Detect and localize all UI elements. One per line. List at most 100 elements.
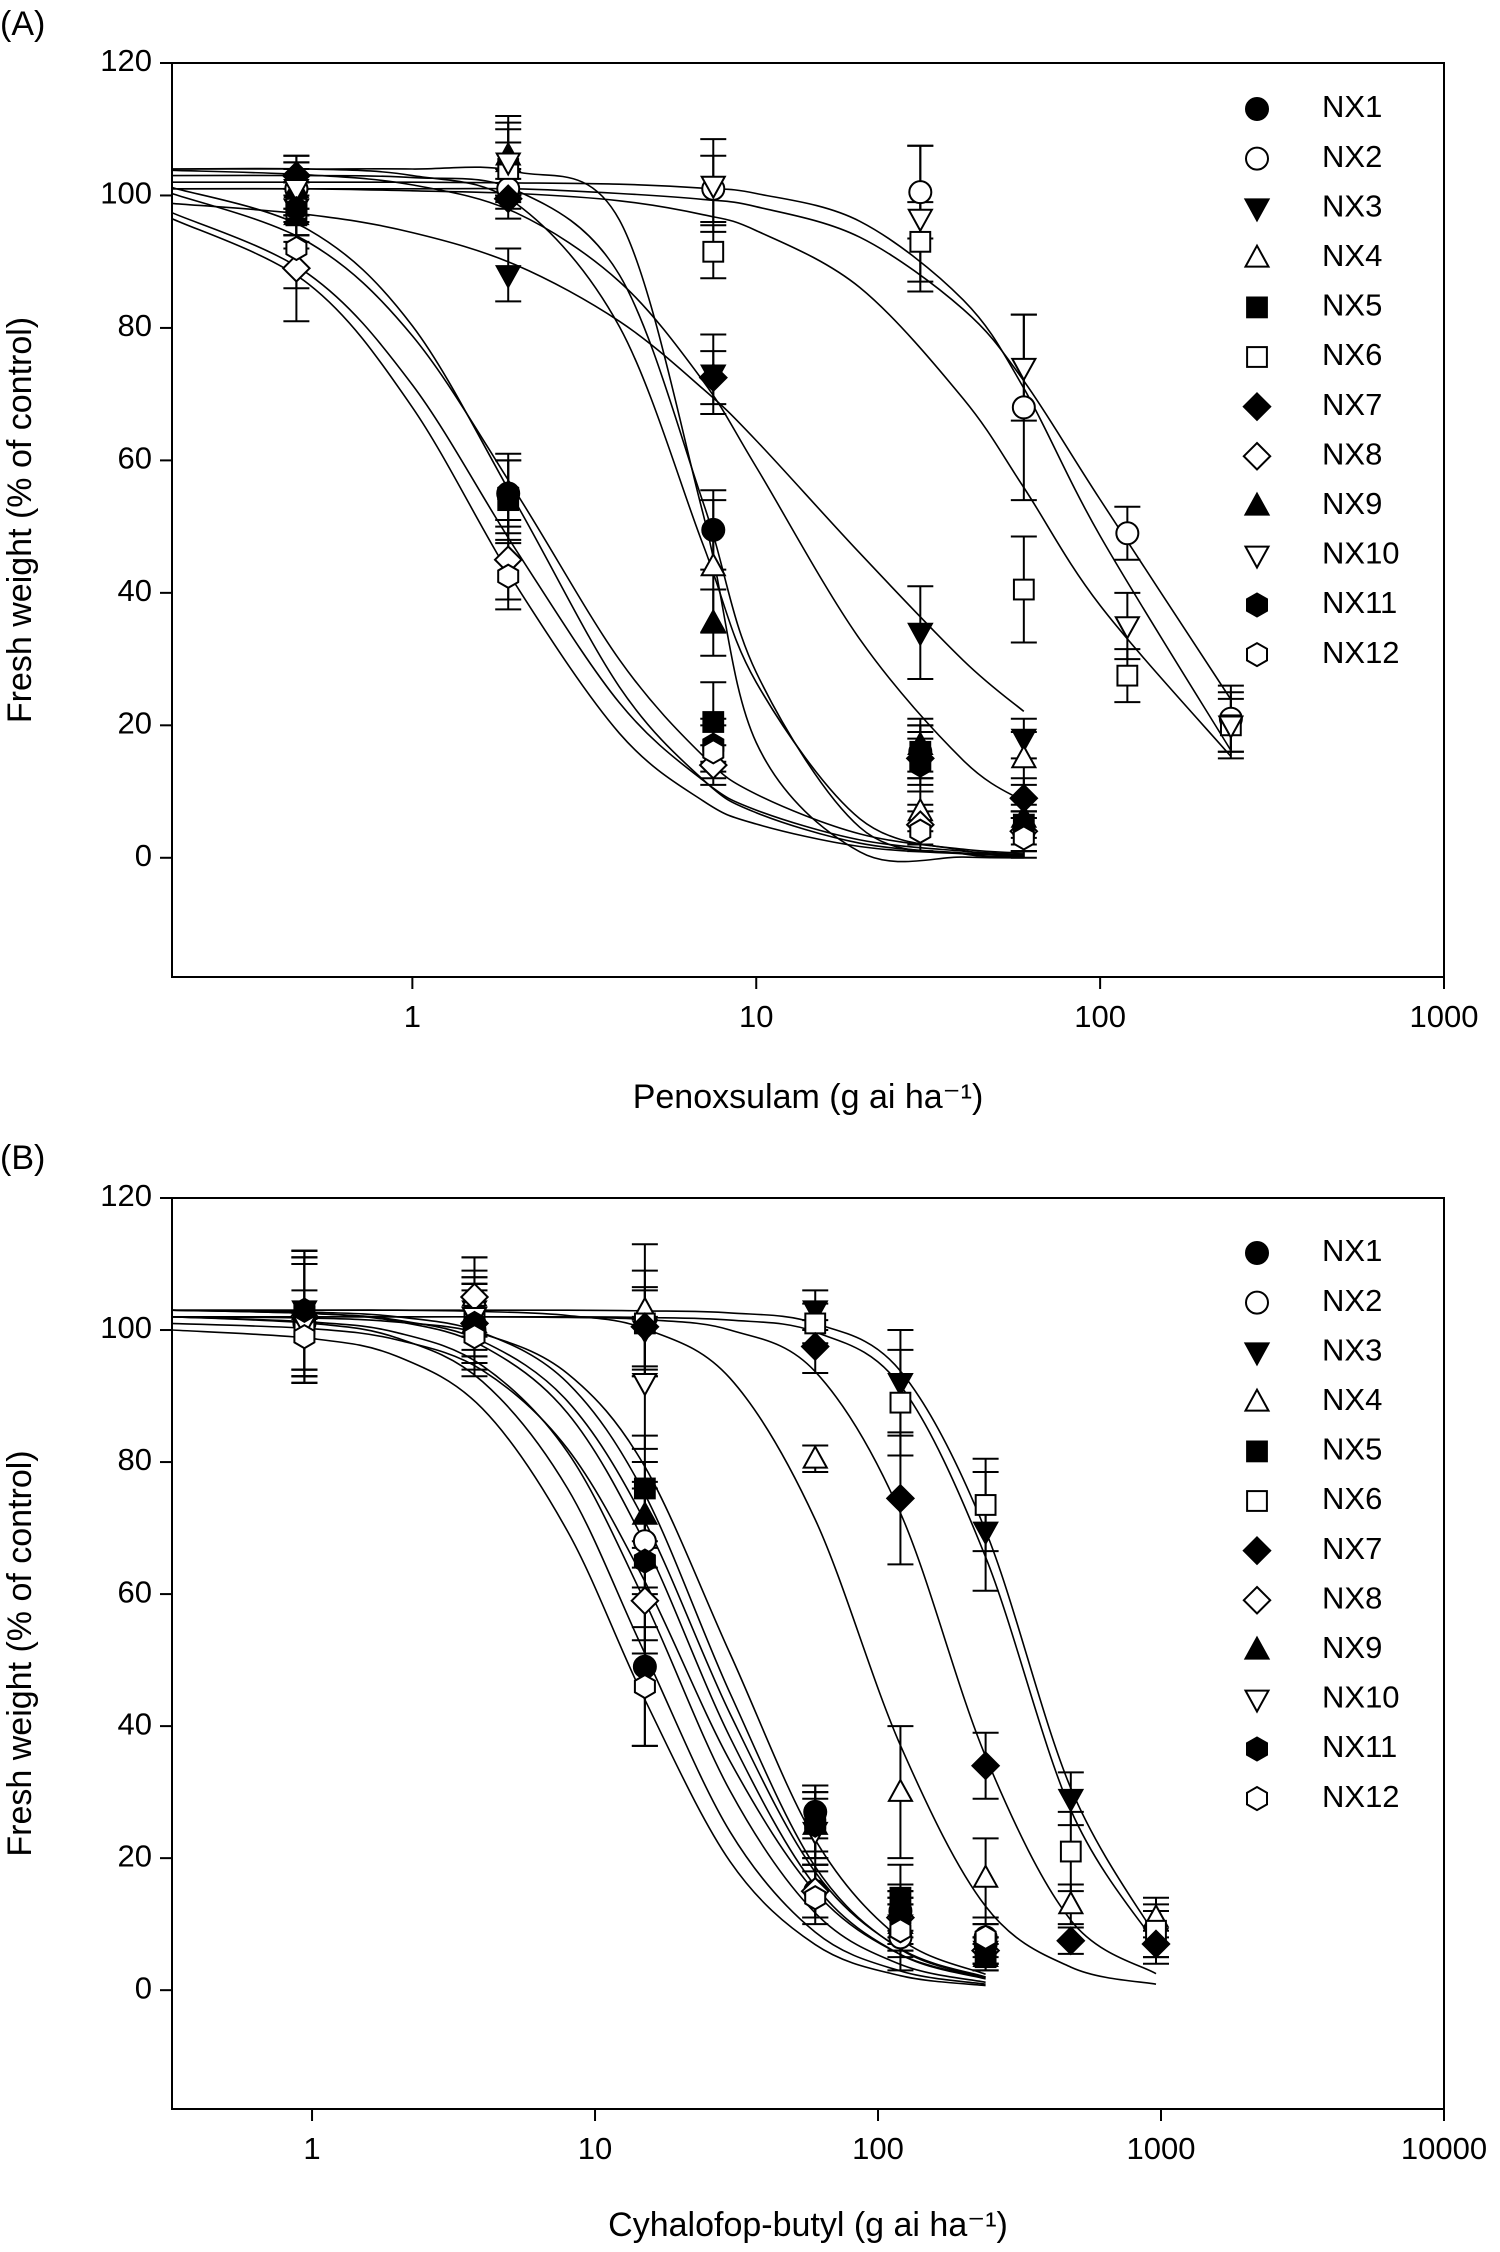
data-point (493, 184, 523, 214)
legend-label: NX6 (1322, 1481, 1382, 1516)
x-axis-title: Penoxsulam (g ai ha⁻¹) (633, 1078, 984, 1116)
x-tick-label: 1000 (1410, 999, 1479, 1034)
fit-curve (171, 1316, 986, 1976)
data-point (804, 1812, 827, 1838)
data-point (698, 750, 728, 780)
y-axis-title: Fresh weight (% of control) (1, 317, 39, 723)
fit-curve (171, 1329, 986, 1987)
data-point (293, 1297, 316, 1323)
data-point (495, 152, 522, 177)
x-tick-label: 10 (578, 2131, 612, 2166)
y-tick-label: 0 (135, 1970, 152, 2005)
legend-label: NX4 (1322, 238, 1382, 273)
legend-marker (1246, 346, 1268, 368)
legend-label: NX2 (1322, 1283, 1382, 1318)
fit-curve (171, 192, 1024, 854)
legend-marker (1242, 1585, 1272, 1615)
panel-label: (A) (0, 5, 45, 43)
legend-label: NX10 (1322, 1680, 1400, 1715)
legend-marker (1242, 1535, 1272, 1566)
legend-marker (1245, 1241, 1269, 1265)
x-tick-label: 1 (404, 999, 421, 1034)
legend-label: NX4 (1322, 1382, 1382, 1417)
fit-curve (171, 166, 1024, 863)
y-tick-label: 40 (118, 1706, 152, 1741)
data-point (1141, 1929, 1171, 1959)
data-point (887, 1777, 914, 1802)
data-point (1012, 578, 1035, 601)
legend-label: NX11 (1322, 1729, 1397, 1764)
data-point (887, 1373, 914, 1397)
fit-curve (171, 1315, 1157, 1945)
fit-curve (171, 1316, 986, 1985)
x-tick-label: 100 (852, 2131, 904, 2166)
fit-curve (171, 1309, 986, 1980)
data-point (497, 480, 520, 507)
fit-curve (171, 1322, 986, 1979)
y-tick-label: 120 (100, 1178, 152, 1213)
legend-marker (1245, 146, 1269, 171)
data-point (700, 608, 727, 633)
y-tick-label: 100 (100, 1310, 152, 1345)
legend-marker (1246, 296, 1268, 319)
x-tick-label: 100 (1074, 999, 1126, 1034)
data-point (1057, 1890, 1085, 1915)
fit-curve (171, 181, 1232, 751)
fit-curve (171, 217, 1024, 857)
fit-curve (171, 202, 1025, 713)
legend: NX1 NX2 NX3 NX4 NX5 NX6 NX7 NX8 NX9 NX10 NX11 NX12 (1242, 89, 1400, 670)
data-point (1217, 715, 1245, 740)
legend-label: NX3 (1322, 188, 1382, 223)
legend-marker (1243, 1635, 1271, 1660)
legend-label: NX7 (1322, 1531, 1382, 1566)
fit-curve (171, 1309, 986, 1978)
fit-curve (171, 167, 1024, 856)
legend: NX1 NX2 NX3 NX4 NX5 NX6 NX7 NX8 NX9 NX10 NX11 NX12 (1242, 1233, 1400, 1814)
legend-marker (1246, 592, 1268, 618)
legend-marker (1246, 641, 1268, 668)
data-point (497, 563, 520, 589)
y-tick-label: 120 (100, 43, 152, 78)
data-point (970, 1751, 1001, 1781)
fit-curve (171, 211, 1024, 856)
data-point (1059, 1840, 1082, 1863)
data-point (972, 1521, 999, 1546)
data-point (281, 253, 312, 283)
data-point (1057, 1788, 1085, 1813)
panel-label: (B) (0, 1139, 45, 1177)
legend-label: NX1 (1322, 89, 1382, 124)
data-point (495, 265, 522, 290)
legend-marker (1243, 1387, 1271, 1412)
data-point (908, 180, 933, 205)
data-point (630, 1586, 660, 1616)
legend-marker (1243, 491, 1271, 516)
legend-marker (1246, 1785, 1268, 1812)
x-tick-label: 1 (303, 2131, 320, 2166)
legend-marker (1243, 1689, 1271, 1714)
legend-label: NX3 (1322, 1332, 1382, 1367)
x-axis-title: Cyhalofop-butyl (g ai ha⁻¹) (608, 2206, 1008, 2244)
data-point (633, 1673, 656, 1700)
legend-label: NX6 (1322, 337, 1382, 372)
plot-frame (171, 1197, 1445, 2110)
y-tick-label: 0 (135, 838, 152, 873)
legend-label: NX9 (1322, 1630, 1382, 1665)
x-tick-label: 10000 (1401, 2131, 1487, 2166)
y-axis-title: Fresh weight (% of control) (1, 1450, 39, 1856)
data-point (285, 235, 308, 262)
legend-marker (1245, 97, 1269, 121)
fit-curve (171, 1315, 1157, 1975)
legend-marker (1242, 441, 1272, 471)
plot-frame (171, 62, 1445, 978)
data-point (630, 1312, 660, 1342)
data-point (1010, 728, 1038, 753)
y-tick-label: 20 (118, 1838, 152, 1873)
data-point (1115, 521, 1140, 546)
y-tick-label: 60 (118, 1574, 152, 1609)
legend-marker (1245, 1290, 1269, 1315)
fit-curve (171, 174, 1024, 858)
data-point (283, 179, 310, 203)
data-point (1010, 744, 1038, 769)
